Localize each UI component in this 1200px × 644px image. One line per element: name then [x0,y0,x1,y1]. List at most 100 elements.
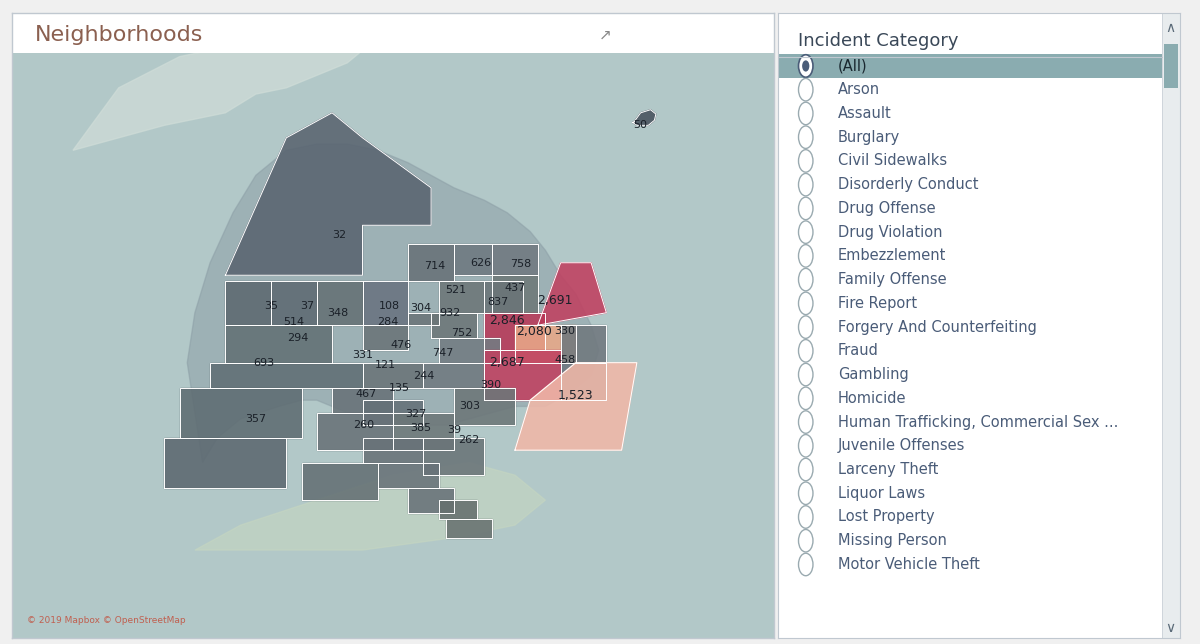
Text: Assault: Assault [838,106,892,121]
Polygon shape [431,313,476,337]
Text: 357: 357 [245,414,266,424]
Polygon shape [332,388,394,413]
Text: Family Offense: Family Offense [838,272,947,287]
Circle shape [798,197,812,220]
Polygon shape [560,363,606,400]
Text: ∨: ∨ [1165,621,1176,635]
Text: 135: 135 [389,383,409,393]
Polygon shape [439,337,499,363]
Text: Fraud: Fraud [838,343,878,358]
Polygon shape [226,281,271,325]
FancyBboxPatch shape [12,13,774,53]
Polygon shape [408,244,454,281]
Text: 294: 294 [287,333,308,343]
FancyBboxPatch shape [778,54,1162,78]
Polygon shape [362,325,408,350]
Text: 304: 304 [410,303,431,313]
Text: 284: 284 [377,317,398,327]
Text: 2,080: 2,080 [516,325,552,338]
Polygon shape [73,38,362,150]
Text: 437: 437 [504,283,526,293]
Polygon shape [180,388,301,438]
Polygon shape [408,313,439,325]
Polygon shape [632,109,656,126]
Text: Drug Offense: Drug Offense [838,201,936,216]
Text: Disorderly Conduct: Disorderly Conduct [838,177,978,192]
Polygon shape [485,350,560,400]
Text: 2,846: 2,846 [490,314,526,327]
Circle shape [798,126,812,148]
Polygon shape [439,281,485,313]
Text: 385: 385 [410,422,431,433]
Text: Human Trafficking, Commercial Sex ...: Human Trafficking, Commercial Sex ... [838,415,1118,430]
Text: 244: 244 [413,372,434,381]
Text: Missing Person: Missing Person [838,533,947,548]
Circle shape [798,55,812,77]
Circle shape [798,245,812,267]
Polygon shape [226,113,431,275]
Text: 693: 693 [253,357,274,368]
Text: 2,691: 2,691 [536,294,572,307]
Text: Neighborhoods: Neighborhoods [35,24,203,44]
Circle shape [798,411,812,433]
Polygon shape [271,281,317,325]
Polygon shape [194,462,545,550]
Polygon shape [362,281,408,325]
Polygon shape [485,313,545,350]
Text: 108: 108 [379,301,400,312]
Text: Arson: Arson [838,82,880,97]
Polygon shape [301,462,378,500]
Text: 476: 476 [390,340,412,350]
Circle shape [798,363,812,386]
Text: Fire Report: Fire Report [838,296,917,311]
Circle shape [798,506,812,528]
Text: 932: 932 [439,308,461,317]
FancyBboxPatch shape [1162,13,1180,638]
Text: 467: 467 [355,389,377,399]
Text: 714: 714 [425,261,445,271]
FancyBboxPatch shape [1164,44,1177,88]
Text: 390: 390 [480,379,502,390]
Circle shape [798,269,812,291]
Text: ∧: ∧ [1165,21,1176,35]
Text: 348: 348 [328,308,349,317]
Circle shape [802,61,809,71]
Text: Gambling: Gambling [838,367,908,382]
Text: 2,687: 2,687 [490,356,526,369]
Text: 32: 32 [332,230,347,240]
Text: ↗: ↗ [599,27,612,43]
Polygon shape [485,281,522,313]
Text: 458: 458 [554,355,576,365]
Polygon shape [515,325,576,363]
Polygon shape [454,244,492,275]
Polygon shape [226,325,332,363]
Polygon shape [362,438,424,462]
Circle shape [798,221,812,243]
Polygon shape [317,413,394,450]
Text: Larceny Theft: Larceny Theft [838,462,938,477]
Text: Motor Vehicle Theft: Motor Vehicle Theft [838,557,979,572]
Text: 262: 262 [458,435,480,445]
Text: Drug Violation: Drug Violation [838,225,942,240]
Polygon shape [317,281,362,325]
Circle shape [798,339,812,362]
Circle shape [798,387,812,410]
Polygon shape [560,325,606,363]
Circle shape [798,79,812,101]
Text: 1,523: 1,523 [558,389,594,402]
Circle shape [798,292,812,315]
Text: 327: 327 [406,409,426,419]
Text: 747: 747 [432,348,454,357]
Text: 837: 837 [487,297,509,307]
Text: © 2019 Mapbox © OpenStreetMap: © 2019 Mapbox © OpenStreetMap [28,616,186,625]
Polygon shape [362,363,424,388]
Text: 37: 37 [300,301,314,312]
Polygon shape [424,363,485,388]
Text: 626: 626 [470,258,491,268]
Text: 331: 331 [352,350,373,359]
Circle shape [798,102,812,125]
Polygon shape [164,438,287,488]
Text: 758: 758 [510,259,532,269]
Polygon shape [408,488,454,513]
Text: Burglary: Burglary [838,129,900,145]
